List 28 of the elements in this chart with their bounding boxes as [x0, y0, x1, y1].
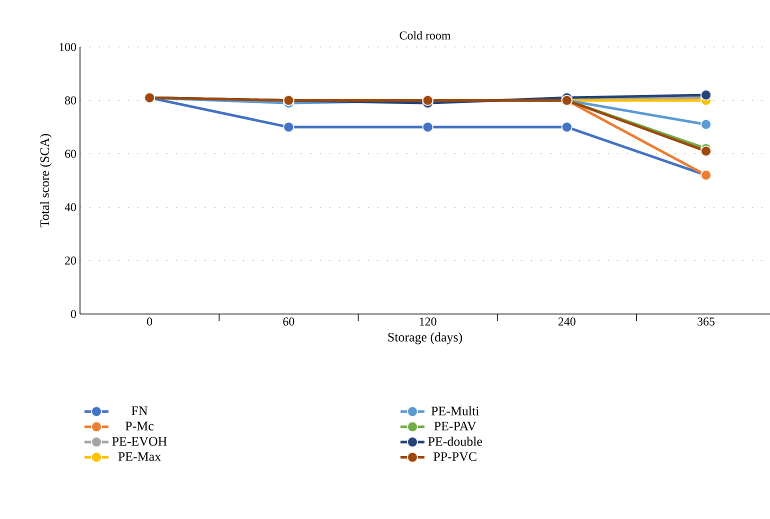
x-tick-label: 60: [283, 318, 294, 326]
point: [700, 90, 712, 101]
point: [283, 122, 294, 133]
legend-label: PE-double: [428, 436, 482, 446]
legend-label: P-Mc: [125, 422, 154, 430]
x-tick-label: 240: [558, 318, 576, 326]
x-axis-title: Storage (days): [388, 332, 462, 344]
point: [700, 146, 712, 157]
legend-label: PE-Max: [118, 452, 161, 461]
legend-label: PP-PVC: [434, 452, 476, 462]
legend-label: PE-EVOH: [112, 436, 167, 446]
legend-label: PE-PAV: [434, 422, 476, 431]
point: [700, 118, 712, 130]
point: [561, 122, 572, 133]
x-tick-label: 0: [147, 318, 152, 326]
x-tick-label: 120: [420, 318, 436, 326]
y-tick-label: 0: [70, 310, 76, 318]
legend-label: PE-Multi: [431, 406, 479, 416]
chart-title: Cold room: [400, 31, 451, 40]
y-tick-label: 40: [64, 203, 76, 212]
point: [422, 122, 434, 133]
x-tick-label: 365: [698, 318, 715, 326]
legend-label: FN: [132, 406, 148, 416]
y-axis-title: Total score (SCA): [40, 134, 52, 228]
y-tick-label: 20: [65, 256, 76, 265]
y-tick-label: 80: [64, 96, 76, 104]
y-tick-label: 100: [60, 42, 76, 52]
y-tick-label: 60: [65, 150, 76, 158]
